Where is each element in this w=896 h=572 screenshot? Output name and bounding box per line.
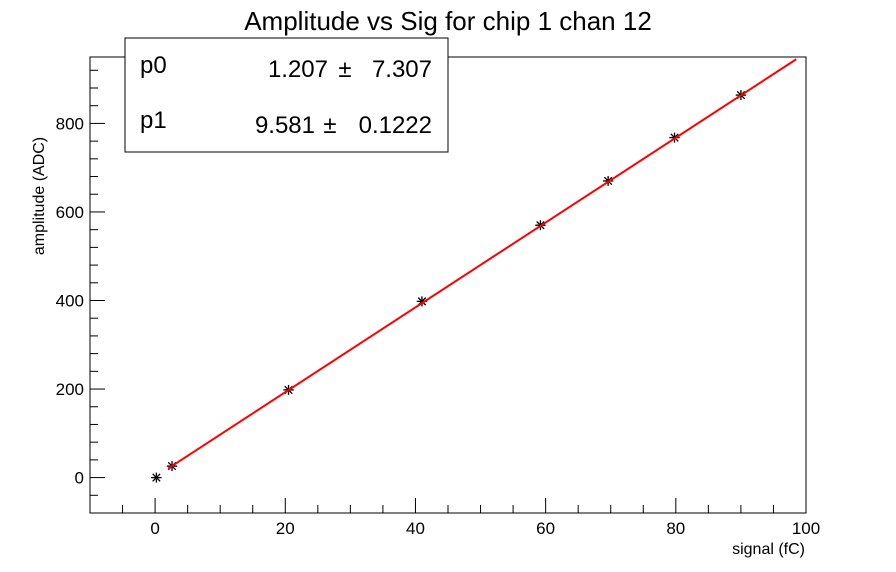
x-axis-label: signal (fC) (732, 541, 805, 558)
fit-line (167, 58, 797, 470)
stats-box-frame (124, 37, 449, 153)
x-tick-label: 80 (666, 519, 685, 538)
stat-p0-value: 1.207 (268, 56, 328, 83)
stat-p0-error: 7.307 (372, 56, 432, 83)
stat-p1-pm: ± (323, 112, 336, 139)
stat-p1-value: 9.581 (255, 112, 315, 139)
y-axis-label: amplitude (ADC) (31, 137, 48, 255)
stat-p1-error: 0.1222 (359, 112, 432, 139)
x-tick-label: 100 (792, 519, 820, 538)
stat-p1-name: p1 (140, 107, 167, 134)
axis-tick-labels: 0 20 40 60 80 100 0 200 400 600 800 (56, 114, 821, 538)
y-tick-label: 600 (56, 203, 84, 222)
x-tick-label: 60 (536, 519, 555, 538)
data-point (151, 472, 162, 483)
chart-title: Amplitude vs Sig for chip 1 chan 12 (244, 6, 652, 36)
stat-p0-pm: ± (338, 56, 351, 83)
x-tick-label: 40 (406, 519, 425, 538)
y-tick-label: 0 (75, 469, 84, 488)
x-tick-label: 0 (150, 519, 159, 538)
stat-p0-name: p0 (140, 52, 167, 79)
y-tick-label: 800 (56, 114, 84, 133)
axis-ticks (89, 69, 807, 514)
x-tick-label: 20 (276, 519, 295, 538)
y-tick-label: 200 (56, 380, 84, 399)
fit-stats-box: p0 1.207 ± 7.307 p1 9.581 ± 0.1222 (124, 37, 449, 153)
y-tick-label: 400 (56, 291, 84, 310)
